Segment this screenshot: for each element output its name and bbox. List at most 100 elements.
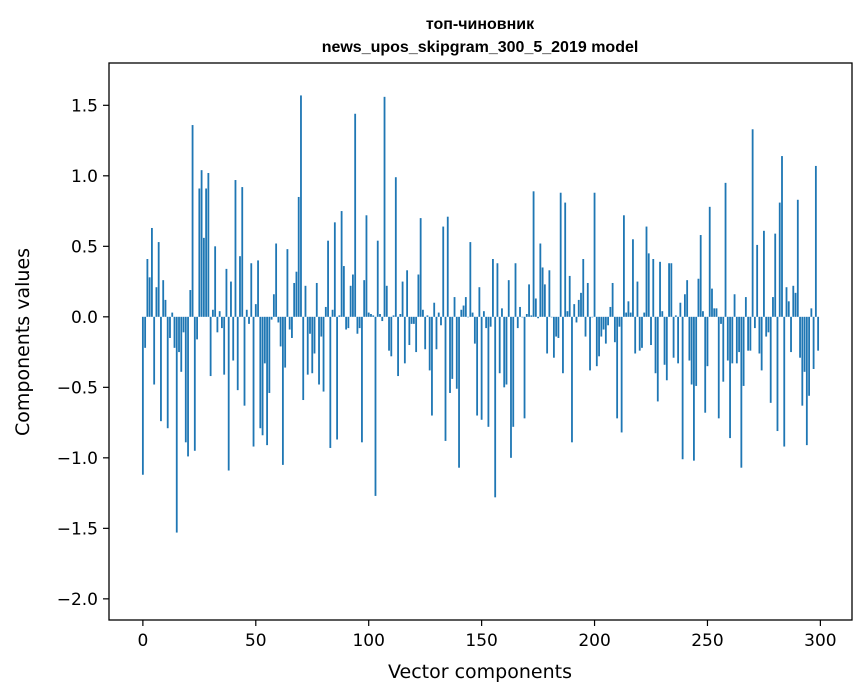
bar [259, 316, 262, 429]
bar [354, 113, 357, 317]
bar [503, 316, 506, 388]
bar [315, 282, 318, 317]
bar [361, 316, 363, 443]
x-tick-label: 200 [578, 631, 610, 651]
bar [801, 316, 804, 406]
y-axis-ticks: −2.0 −1.5 −1.0 −0.5 0.0 0.5 1.0 1.5 [57, 96, 109, 610]
x-tick-label: 300 [804, 631, 836, 651]
bar [632, 239, 634, 317]
bar [577, 299, 580, 317]
bar [722, 316, 725, 382]
x-tick-label: 250 [691, 631, 723, 651]
bar [227, 316, 230, 471]
bar [223, 316, 226, 375]
bar [175, 316, 178, 533]
bar [765, 316, 768, 337]
bar [419, 218, 422, 317]
bar [704, 316, 707, 413]
bar [388, 316, 390, 351]
bar [814, 165, 817, 317]
bar [193, 316, 196, 451]
bar [198, 188, 201, 317]
bar [164, 299, 167, 317]
bar [162, 280, 165, 317]
bar [266, 316, 268, 446]
bar [236, 316, 239, 391]
bar [790, 316, 792, 353]
bar [706, 316, 709, 367]
bar [372, 315, 375, 317]
bar [591, 316, 594, 318]
bar [146, 259, 149, 317]
bar [783, 316, 786, 447]
bar [683, 294, 686, 317]
bar [720, 316, 722, 324]
bar [390, 316, 393, 357]
bar [810, 308, 813, 317]
bar [320, 316, 323, 337]
bar [674, 315, 677, 317]
x-tick-label: 150 [465, 631, 497, 651]
bar [647, 253, 650, 317]
bar [494, 316, 497, 498]
bar [394, 177, 397, 317]
bar [293, 282, 296, 317]
bar [379, 314, 381, 317]
bar [191, 125, 194, 317]
bar [270, 316, 273, 320]
bar [392, 315, 395, 317]
bar [415, 316, 418, 353]
bar [532, 191, 535, 317]
bar [607, 316, 609, 326]
bar [582, 259, 585, 317]
bar [352, 274, 354, 317]
bar [516, 316, 519, 329]
bar [528, 284, 530, 317]
bar [525, 314, 528, 317]
bar [417, 274, 420, 317]
bar [496, 263, 499, 317]
bar [656, 316, 659, 402]
bar [523, 316, 526, 419]
bar [171, 312, 174, 317]
bar [232, 316, 235, 361]
bar [437, 312, 440, 317]
bar [277, 316, 280, 323]
bar [776, 316, 779, 432]
bar [487, 316, 490, 427]
bar [365, 215, 368, 317]
bar [166, 316, 169, 429]
bar [665, 316, 668, 381]
bar [492, 259, 494, 317]
bar [214, 246, 217, 317]
bar [668, 263, 670, 317]
bar [489, 316, 492, 327]
bar [519, 306, 521, 317]
bar [534, 298, 537, 317]
bar [550, 316, 553, 318]
bar [279, 316, 282, 347]
bar [618, 316, 621, 327]
bar [510, 316, 512, 458]
bar [383, 96, 386, 317]
bar [695, 316, 698, 386]
bar [449, 316, 451, 393]
bar [356, 316, 359, 334]
bar [808, 316, 810, 396]
bar [573, 304, 576, 317]
bar [462, 305, 465, 317]
bar [431, 316, 433, 416]
bar [670, 263, 673, 317]
bar [451, 316, 454, 379]
bar [155, 287, 158, 317]
bar [681, 316, 684, 460]
bar [367, 312, 370, 317]
bar [778, 202, 781, 317]
bar [349, 285, 352, 317]
x-tick-label: 50 [245, 631, 267, 651]
bar [460, 309, 463, 317]
bar [252, 316, 255, 447]
bar [288, 316, 291, 330]
bar [480, 316, 483, 420]
bar [358, 316, 361, 329]
